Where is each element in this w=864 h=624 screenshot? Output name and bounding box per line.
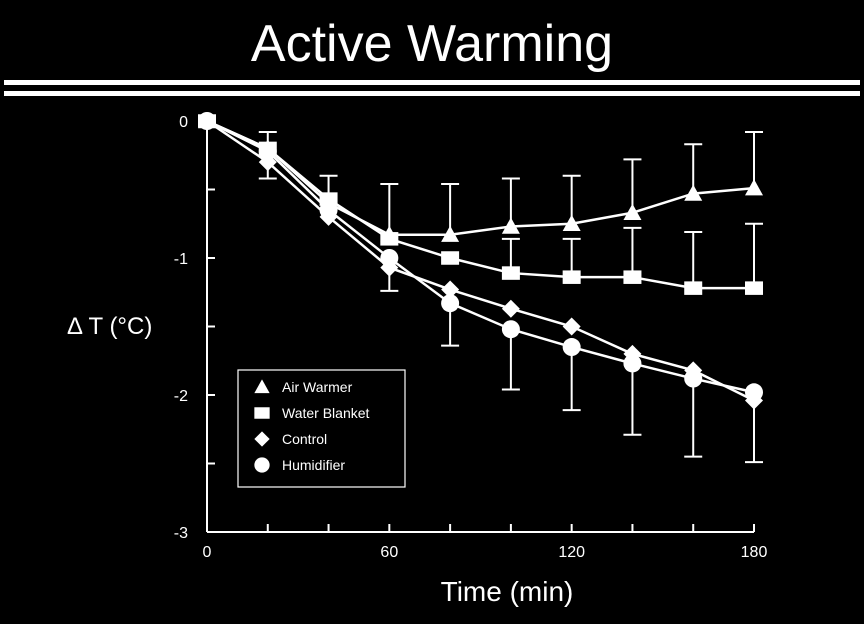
water-blanket-point	[623, 270, 642, 284]
water-blanket-point	[684, 281, 703, 295]
humidifier-point	[684, 369, 703, 388]
chart-title: Active Warming	[250, 15, 614, 73]
control-point	[562, 317, 581, 336]
water-blanket-point	[441, 251, 460, 265]
x-axis-label: Time (min)	[441, 576, 574, 607]
water-blanket-line	[206, 119, 754, 290]
legend-marker-water-blanket	[254, 407, 270, 419]
humidifier-point	[562, 338, 581, 357]
x-tick-label: 120	[558, 544, 585, 561]
title-rule-top	[4, 80, 860, 85]
chart-series-lines	[206, 119, 755, 402]
x-tick-label: 180	[741, 544, 768, 561]
legend-marker-humidifier	[254, 457, 270, 473]
control-line	[206, 119, 755, 402]
legend-label-humidifier: Humidifier	[282, 457, 345, 473]
y-tick-label: -1	[174, 251, 188, 268]
legend-label-air-warmer: Air Warmer	[282, 379, 353, 395]
legend-marker-air-warmer	[254, 379, 270, 394]
water-blanket-point	[745, 281, 763, 295]
legend-marker-control	[254, 431, 270, 447]
chart-markers	[198, 112, 763, 410]
title-rule-bottom	[4, 91, 860, 96]
x-tick-label: 60	[380, 544, 398, 561]
humidifier-point	[380, 249, 399, 267]
humidifier-point	[745, 383, 763, 402]
water-blanket-point	[501, 266, 520, 280]
air-warmer-point	[745, 179, 763, 196]
y-tick-label: -3	[174, 525, 188, 542]
humidifier-point	[319, 201, 338, 220]
humidifier-line	[206, 119, 755, 394]
air-warmer-point	[441, 225, 460, 242]
control-point	[501, 299, 520, 318]
humidifier-point	[501, 320, 520, 339]
humidifier-point	[258, 142, 277, 161]
chart-labels: 0 60 120 180 0 -1 -2 -3 Time (min) ∆ T (°C)	[68, 114, 768, 607]
humidifier-point	[441, 294, 460, 313]
y-axis-label: ∆ T (°C)	[68, 313, 153, 340]
air-warmer-point	[501, 217, 520, 234]
air-warmer-point	[562, 214, 581, 231]
air-warmer-line	[206, 119, 755, 236]
chart-axes	[206, 117, 755, 533]
legend-label-water-blanket: Water Blanket	[282, 405, 370, 421]
air-warmer-point	[623, 203, 642, 220]
humidifier-point	[623, 354, 642, 373]
control-point	[441, 280, 460, 299]
legend-label-control: Control	[282, 431, 327, 447]
y-tick-label: -2	[174, 388, 188, 405]
air-warmer-point	[684, 184, 703, 201]
water-blanket-point	[380, 232, 399, 246]
water-blanket-point	[562, 270, 581, 284]
x-tick-label: 0	[203, 544, 212, 561]
y-tick-label: 0	[179, 114, 188, 131]
humidifier-point	[198, 112, 216, 130]
chart-legend: Air Warmer Water Blanket Control Humidifier	[237, 369, 406, 488]
